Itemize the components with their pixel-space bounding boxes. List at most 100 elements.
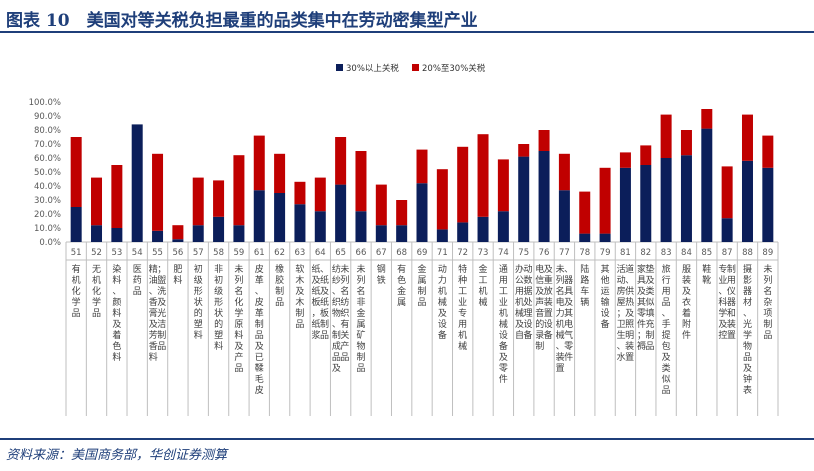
bar-segment-68-b xyxy=(396,200,408,226)
category-code: 88 xyxy=(742,248,753,258)
category-label: 非初级形状的塑料 xyxy=(214,263,223,352)
category-label: 有色金属 xyxy=(397,263,406,308)
bar-segment-77-a xyxy=(558,190,570,242)
legend-swatch-2 xyxy=(412,64,419,71)
category-code: 89 xyxy=(762,248,773,258)
bar-segment-64-a xyxy=(314,211,326,242)
bars xyxy=(70,109,774,242)
bar-segment-85-b xyxy=(701,109,713,129)
chart-title: 图表 10 美国对等关税负担最重的品类集中在劳动密集型产业 xyxy=(6,11,478,31)
category-code: 61 xyxy=(254,248,265,258)
legend: 30%以上关税 20%至30%关税 xyxy=(336,63,486,74)
legend-label-2: 20%至30%关税 xyxy=(422,63,486,74)
category-code: 66 xyxy=(356,248,367,258)
bar-segment-75-a xyxy=(518,156,530,242)
category-label: 未列名电力机械、装置、器具及其电气零件 xyxy=(556,263,574,374)
category-label: 特种工业专用机械 xyxy=(458,263,467,352)
bar-segment-74-b xyxy=(497,159,509,212)
bar-segment-73-a xyxy=(477,216,489,242)
category-code: 69 xyxy=(417,248,428,258)
bar-segment-76-b xyxy=(538,130,550,151)
category-label: 有机化学品 xyxy=(72,263,81,319)
bar-segment-71-a xyxy=(436,229,448,242)
category-code: 87 xyxy=(722,248,733,258)
category-code: 72 xyxy=(457,248,468,258)
category-label: 活动房屋；卫生、水道、供热及照明装置 xyxy=(617,263,635,363)
category-label: 纸及纸板，纸浆、纸及纸板制品 xyxy=(312,263,330,341)
bar-segment-68-a xyxy=(396,225,408,242)
bar-segment-59-b xyxy=(233,155,245,226)
y-tick-label: 90.0% xyxy=(34,112,61,122)
category-code: 81 xyxy=(620,248,631,258)
bar-segment-58-b xyxy=(213,180,225,217)
title-rule xyxy=(0,31,814,33)
source-rule xyxy=(0,438,814,440)
category-code: 75 xyxy=(518,248,529,258)
category-label: 动力机械及设备 xyxy=(438,264,447,341)
category-label: 医药品 xyxy=(133,264,142,297)
bar-segment-87-a xyxy=(721,218,733,242)
category-label: 未列名杂项制品 xyxy=(763,263,772,341)
bar-segment-51-b xyxy=(70,137,82,207)
bar-segment-78-b xyxy=(579,191,591,234)
category-code: 56 xyxy=(172,248,183,258)
bar-segment-56-b xyxy=(172,225,184,240)
bar-segment-81-b xyxy=(619,152,631,168)
category-code: 78 xyxy=(579,248,590,258)
bar-segment-72-b xyxy=(457,146,469,223)
bar-segment-77-b xyxy=(558,153,570,191)
bar-segment-72-a xyxy=(457,222,469,242)
category-code: 68 xyxy=(396,248,407,258)
category-label: 软木及木制品 xyxy=(295,263,304,330)
bar-segment-63-b xyxy=(294,181,306,205)
category-label: 旅行用品、手提包及类似品 xyxy=(662,263,671,396)
category-code: 82 xyxy=(640,248,651,258)
category-code: 64 xyxy=(315,248,326,258)
bar-segment-81-a xyxy=(619,167,631,242)
stacked-bar-chart: 30%以上关税 20%至30%关税 0.0% 10.0% 20.0% 30.0% 40.0… xyxy=(29,63,779,416)
bar-segment-62-a xyxy=(274,193,286,242)
category-label: 陆路车辆 xyxy=(580,263,589,308)
y-tick-label: 100.0% xyxy=(29,98,61,108)
bar-segment-67-b xyxy=(375,184,387,226)
category-code: 65 xyxy=(335,248,346,258)
bar-segment-88-a xyxy=(741,160,753,242)
bar-segment-54-a xyxy=(131,124,143,242)
category-label: 服装及衣着附件 xyxy=(682,264,691,341)
y-tick-label: 70.0% xyxy=(34,140,61,150)
bar-segment-61-b xyxy=(253,135,265,191)
y-tick-label: 40.0% xyxy=(34,182,61,192)
category-code: 73 xyxy=(478,248,489,258)
y-tick-label: 30.0% xyxy=(34,196,61,206)
bar-segment-83-b xyxy=(660,114,672,158)
category-table: 51 有机化学品 52 无机化学品 53 染料、颜料及着色料 54 医药品 55 精油、香膏及芳香… xyxy=(65,242,779,416)
category-label: 通用工业机械设备及零件 xyxy=(499,264,508,385)
bar-segment-52-b xyxy=(91,177,103,226)
category-label: 鞋靴 xyxy=(702,263,711,286)
category-label: 金工机械 xyxy=(479,263,488,308)
legend-swatch-1 xyxy=(336,64,343,71)
category-label: 其他运输设备 xyxy=(601,264,610,330)
source-note: 资料来源：美国商务部，华创证券测算 xyxy=(6,448,228,463)
bar-segment-59-a xyxy=(233,225,245,242)
bar-segment-69-b xyxy=(416,149,428,184)
y-tick-label: 80.0% xyxy=(34,126,61,136)
category-label: 摄影器材、光学物品及钟表 xyxy=(743,263,752,396)
bar-segment-73-b xyxy=(477,134,489,217)
category-code: 77 xyxy=(559,248,570,258)
y-tick-label: 10.0% xyxy=(34,224,61,234)
category-code: 58 xyxy=(213,248,224,258)
bar-segment-69-a xyxy=(416,183,428,242)
category-code: 63 xyxy=(295,248,306,258)
bar-segment-52-a xyxy=(91,225,103,242)
legend-label-1: 30%以上关税 xyxy=(346,63,399,74)
bar-segment-67-a xyxy=(375,225,387,242)
category-label: 金属制品 xyxy=(417,263,426,308)
bar-segment-84-b xyxy=(680,130,692,156)
category-code: 59 xyxy=(234,248,245,258)
category-code: 52 xyxy=(91,248,102,258)
category-code: 83 xyxy=(661,248,672,258)
category-label: 皮革、皮革制品及已鞣毛皮 xyxy=(255,263,264,396)
bar-segment-55-b xyxy=(152,153,164,231)
category-code: 74 xyxy=(498,248,509,258)
